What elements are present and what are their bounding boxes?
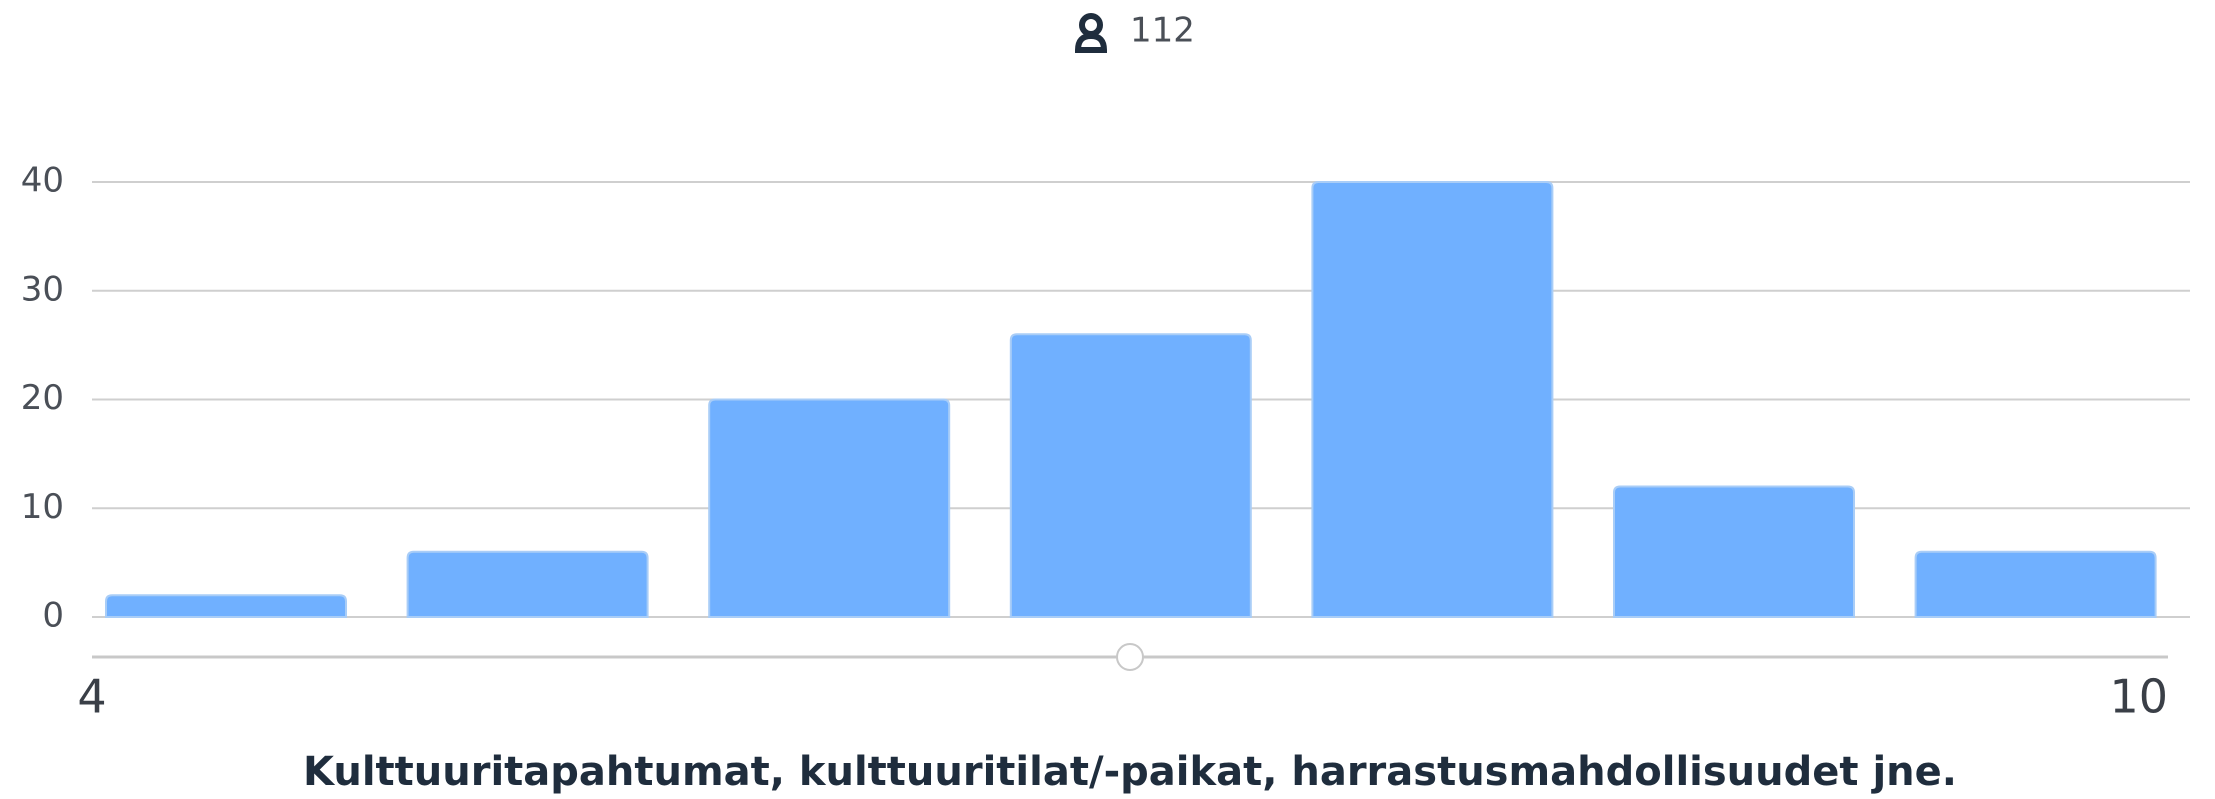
y-tick-label: 30 (21, 269, 64, 309)
bar (708, 398, 951, 618)
bar (1311, 181, 1554, 618)
slider-tick-label: 4 (77, 670, 106, 724)
bar (1613, 485, 1855, 618)
bar (406, 550, 649, 618)
y-tick-label: 20 (21, 378, 64, 418)
chart-title: Kulttuuritapahtumat, kulttuuritilat/-pai… (303, 749, 1957, 795)
slider-handle[interactable] (1116, 643, 1144, 671)
y-tick-label: 10 (21, 487, 64, 527)
y-tick-label: 0 (42, 596, 64, 636)
y-tick-label: 40 (21, 161, 64, 201)
bar (1009, 333, 1252, 618)
bar (1914, 550, 2157, 618)
respondent-count: 112 (1130, 11, 1195, 51)
bar (105, 594, 347, 618)
slider-tick-label: 10 (2109, 670, 2168, 724)
respondent-icon (1074, 13, 1108, 53)
